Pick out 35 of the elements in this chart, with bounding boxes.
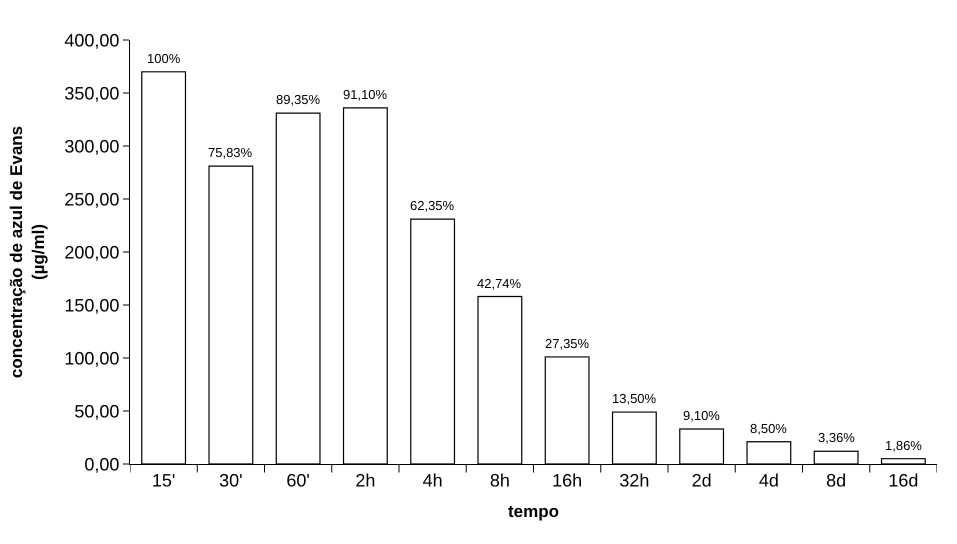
annotation: 75,83% <box>208 145 253 160</box>
x-tick-label: 30' <box>219 470 243 491</box>
annotation: 62,35% <box>410 198 455 213</box>
x-tick-label: 60' <box>286 470 310 491</box>
y-tick-label: 150,00 <box>64 295 120 316</box>
annotation: 91,10% <box>343 87 388 102</box>
y-tick-label: 350,00 <box>64 83 120 104</box>
x-tick-label: 2d <box>692 470 712 491</box>
x-tick-label: 2h <box>355 470 376 491</box>
annotation: 89,35% <box>276 92 321 107</box>
y-axis-title: concentração de azul de Evans (µg/ml) <box>6 126 48 378</box>
x-tick-label: 15' <box>152 470 176 491</box>
annotation: 13,50% <box>612 391 657 406</box>
y-tick-label: 300,00 <box>64 136 120 156</box>
annotation: 3,36% <box>818 430 856 445</box>
y-tick-label: 200,00 <box>64 242 120 262</box>
y-tick-label: 400,00 <box>64 30 120 50</box>
annotation: 9,10% <box>683 408 720 423</box>
x-tick-label: 4h <box>422 470 443 491</box>
y-tick-label: 0,00 <box>84 454 120 474</box>
x-tick-label: 4d <box>758 470 779 491</box>
x-tick-label: 16h <box>552 470 582 491</box>
x-axis-title: tempo <box>508 502 559 521</box>
y-tick-label: 250,00 <box>64 189 120 210</box>
y-tick-label: 100,00 <box>64 348 120 368</box>
x-tick-label: 8h <box>490 470 510 491</box>
y-tick-label: 50,00 <box>74 401 120 422</box>
annotation: 8,50% <box>750 421 788 436</box>
annotation: 1,86% <box>885 438 922 453</box>
annotation: 27,35% <box>545 336 590 351</box>
x-tick-label: 16d <box>888 470 918 491</box>
annotation: 100% <box>147 51 181 66</box>
x-tick-label: 8d <box>826 470 846 491</box>
annotation: 42,74% <box>477 276 522 291</box>
x-tick-label: 32h <box>619 470 650 491</box>
